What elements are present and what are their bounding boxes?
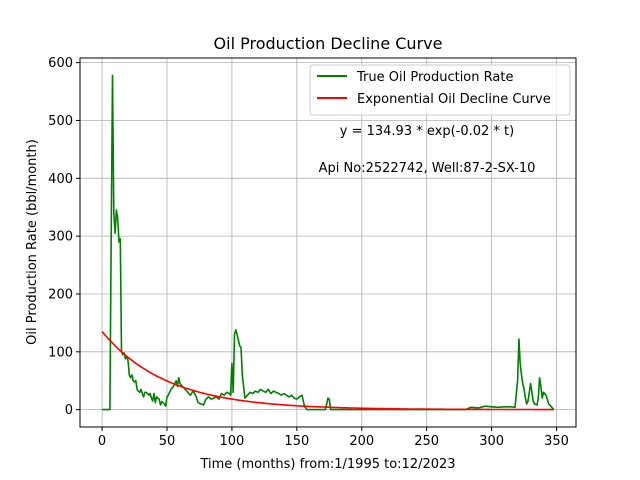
- x-tick-label: 50: [159, 434, 176, 449]
- y-axis-label: Oil Production Rate (bbl/month): [25, 139, 40, 345]
- legend-box: [309, 64, 571, 116]
- y-tick-label: 500: [48, 114, 73, 129]
- y-tick-label: 600: [48, 56, 73, 71]
- grid: [80, 58, 576, 427]
- well-annotation: Api No:2522742, Well:87-2-SX-10: [319, 161, 536, 176]
- equation-annotation: y = 134.93 * exp(-0.02 * t): [340, 124, 514, 139]
- series-line-exponential-oil-decline-curve: [101, 331, 554, 411]
- y-tick-label: 200: [48, 287, 73, 302]
- x-axis-ticks: 0 50 100 150 200 250 300 350: [98, 427, 569, 449]
- plot-frame: [79, 57, 577, 428]
- chart-title: Oil Production Decline Curve: [214, 34, 443, 53]
- x-tick-label: 150: [284, 434, 309, 449]
- y-tick-label: 300: [48, 230, 73, 245]
- legend: True Oil Production Rate Exponential Oil…: [309, 64, 571, 116]
- x-tick-label: 250: [414, 434, 439, 449]
- x-tick-label: 300: [479, 434, 504, 449]
- legend-label-true-rate: True Oil Production Rate: [356, 70, 513, 85]
- x-tick-label: 100: [220, 434, 245, 449]
- series-layer: [101, 74, 555, 411]
- x-tick-label: 0: [98, 434, 106, 449]
- y-tick-label: 400: [48, 172, 73, 187]
- legend-label-exponential: Exponential Oil Decline Curve: [357, 92, 551, 107]
- y-tick-label: 100: [48, 345, 73, 360]
- x-axis-label: Time (months) from:1/1995 to:12/2023: [199, 457, 455, 472]
- x-tick-label: 200: [349, 434, 374, 449]
- y-axis-ticks: 0 100 200 300 400 500 600: [48, 56, 80, 418]
- x-tick-label: 350: [544, 434, 569, 449]
- y-tick-label: 0: [65, 403, 73, 418]
- series-line-true-oil-production-rate: [102, 74, 555, 411]
